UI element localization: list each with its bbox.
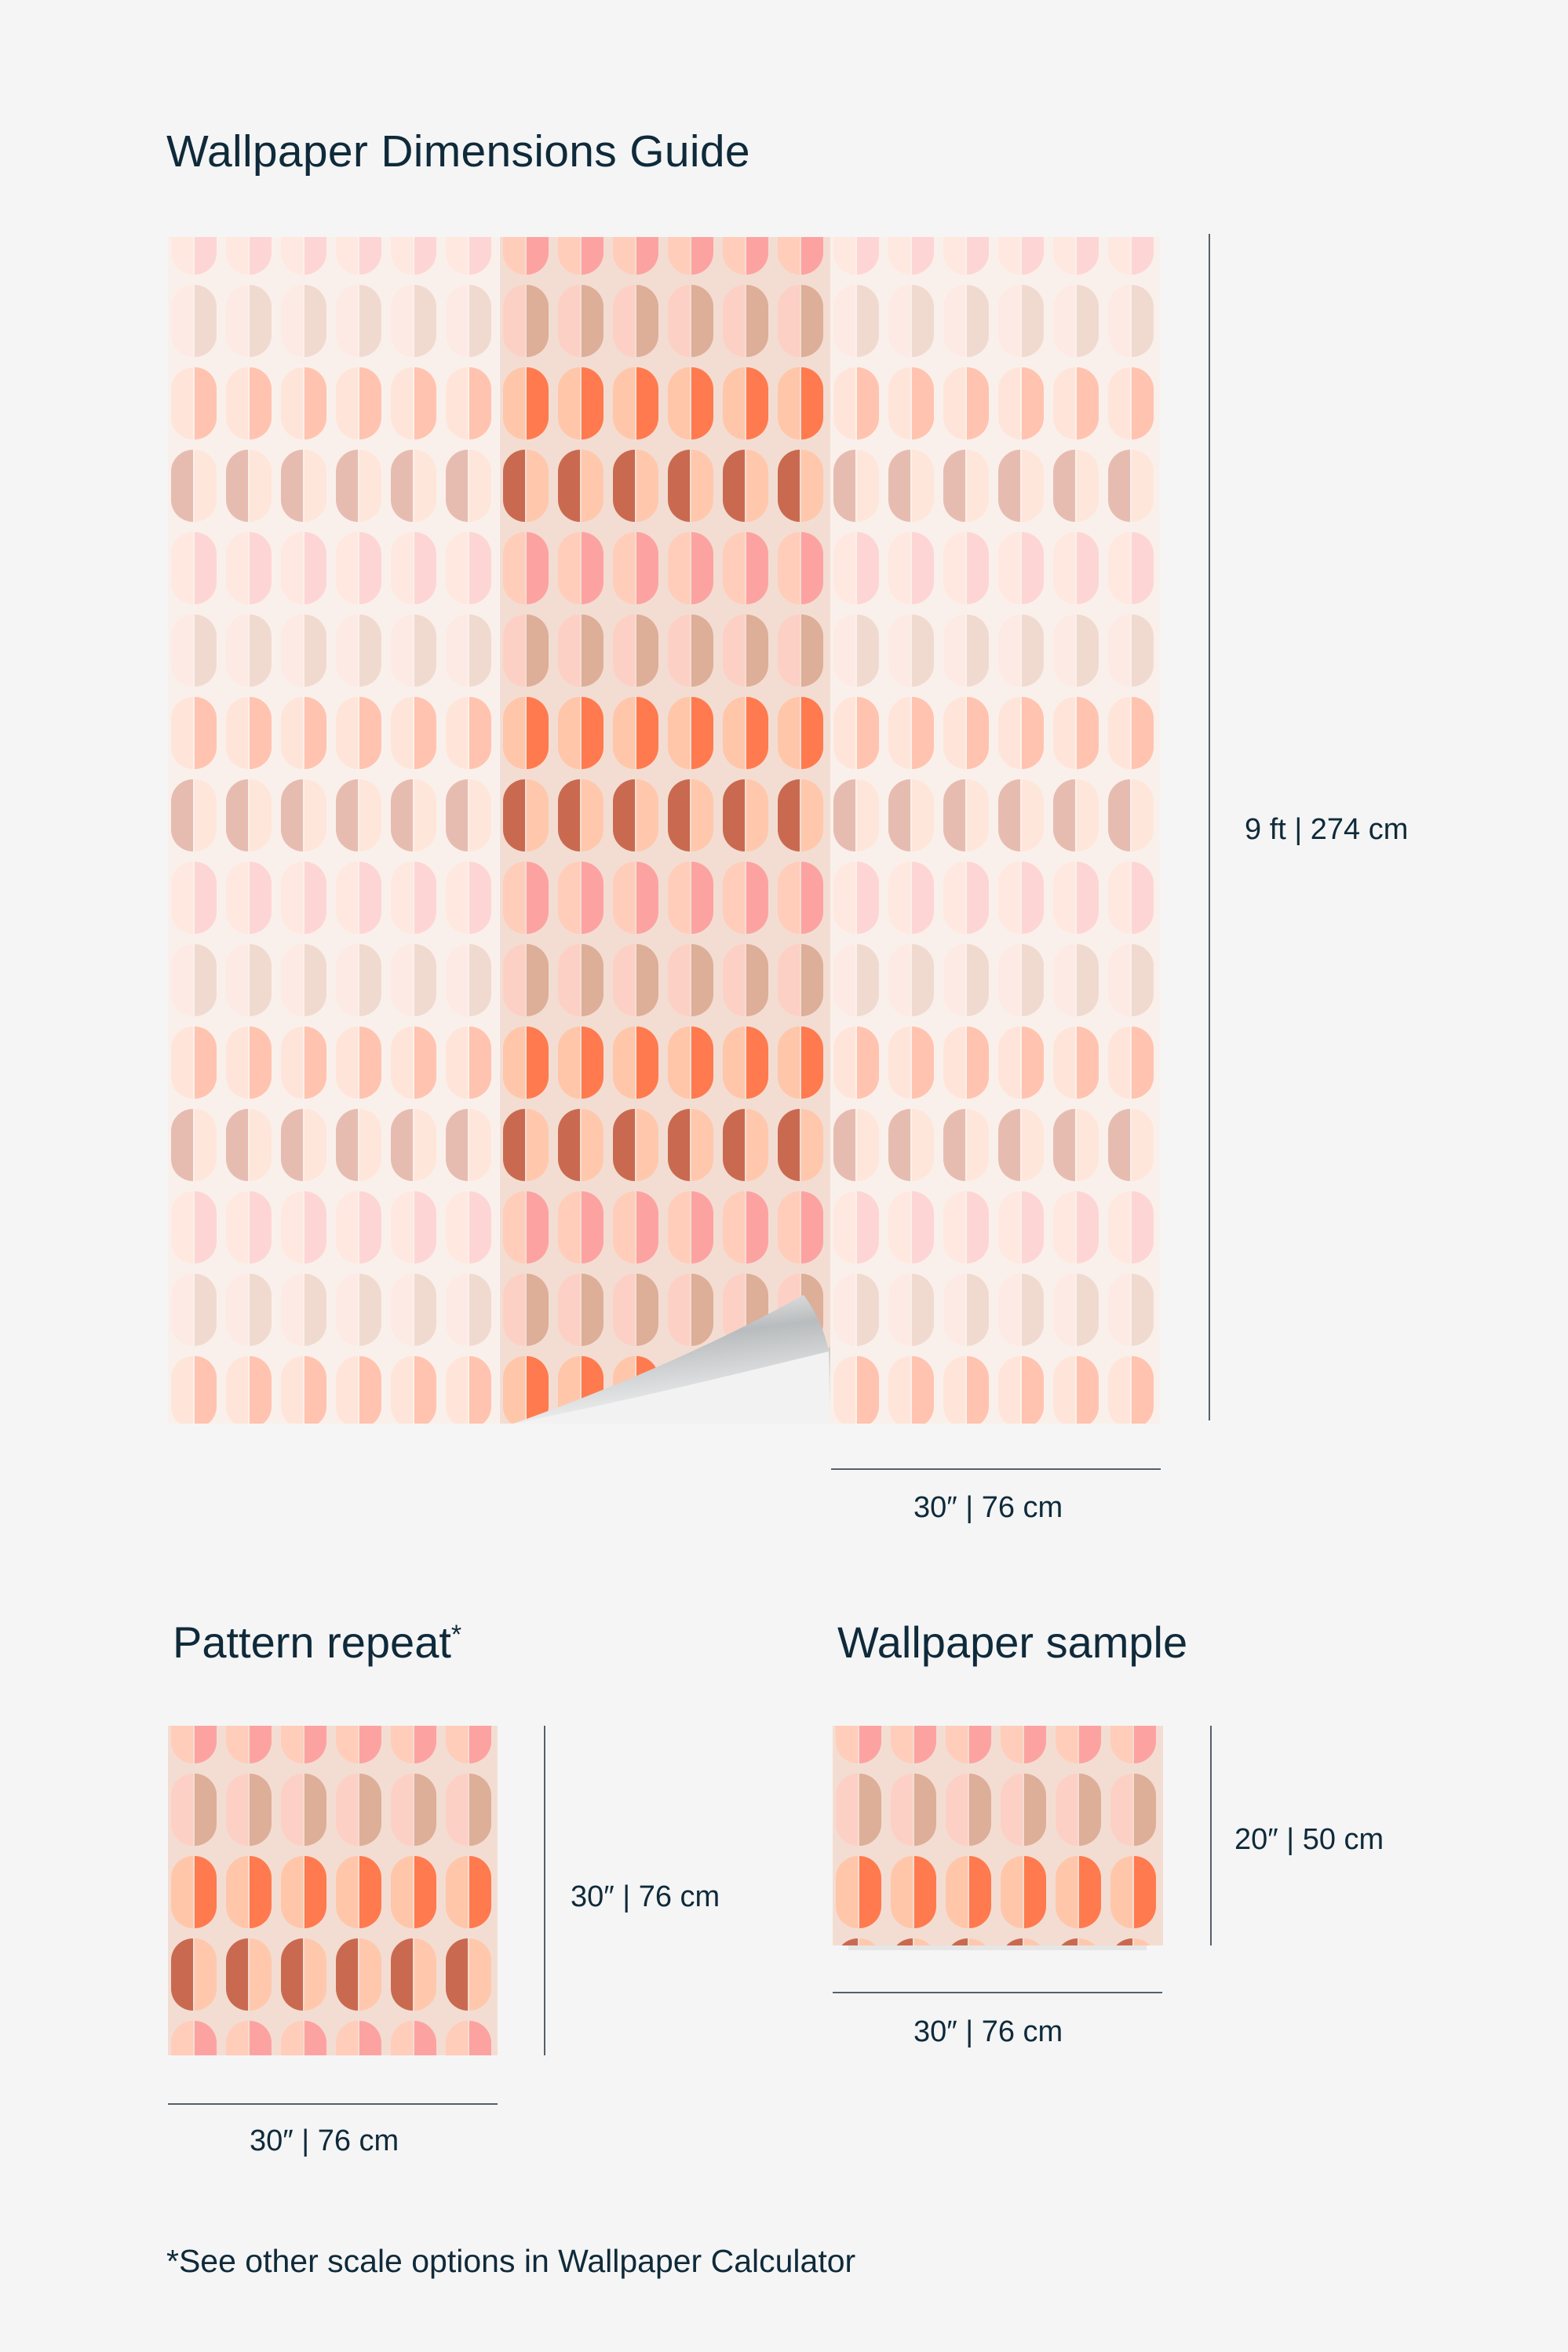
repeat-width-label: 30″ | 76 cm bbox=[250, 2124, 399, 2157]
height-dimension-line bbox=[1209, 234, 1210, 1420]
wallpaper-sample-title: Wallpaper sample bbox=[837, 1617, 1188, 1667]
asterisk: * bbox=[450, 1620, 462, 1650]
wallpaper-strip-3 bbox=[830, 237, 1160, 1424]
pattern-repeat-title-text: Pattern repeat bbox=[173, 1617, 451, 1667]
sample-width-label: 30″ | 76 cm bbox=[913, 2015, 1063, 2048]
pattern-fill bbox=[833, 1726, 1163, 1945]
footer-note: *See other scale options in Wallpaper Ca… bbox=[166, 2243, 856, 2279]
peeling-corner bbox=[513, 1295, 830, 1424]
wallpaper-strip-2 bbox=[500, 237, 830, 1424]
pattern-fill bbox=[168, 1726, 498, 2055]
height-label: 9 ft | 274 cm bbox=[1245, 813, 1409, 846]
width-label: 30″ | 76 cm bbox=[913, 1491, 1063, 1524]
pattern-repeat-title: Pattern repeat* bbox=[173, 1617, 461, 1668]
sample-height-line bbox=[1210, 1726, 1212, 1945]
pattern-repeat-swatch bbox=[168, 1726, 498, 2055]
wallpaper-sample-swatch bbox=[833, 1726, 1163, 1950]
wallpaper-strips-illustration bbox=[168, 237, 1160, 1424]
repeat-height-label: 30″ | 76 cm bbox=[571, 1880, 720, 1913]
wallpaper-strip-1 bbox=[168, 237, 499, 1424]
page-title: Wallpaper Dimensions Guide bbox=[166, 126, 750, 177]
width-dimension-line bbox=[831, 1468, 1161, 1470]
sample-width-line bbox=[833, 1992, 1162, 1993]
repeat-width-line bbox=[168, 2103, 498, 2105]
sample-height-label: 20″ | 50 cm bbox=[1234, 1823, 1384, 1856]
repeat-height-line bbox=[544, 1726, 545, 2055]
sample-shadow bbox=[848, 1945, 1147, 1950]
